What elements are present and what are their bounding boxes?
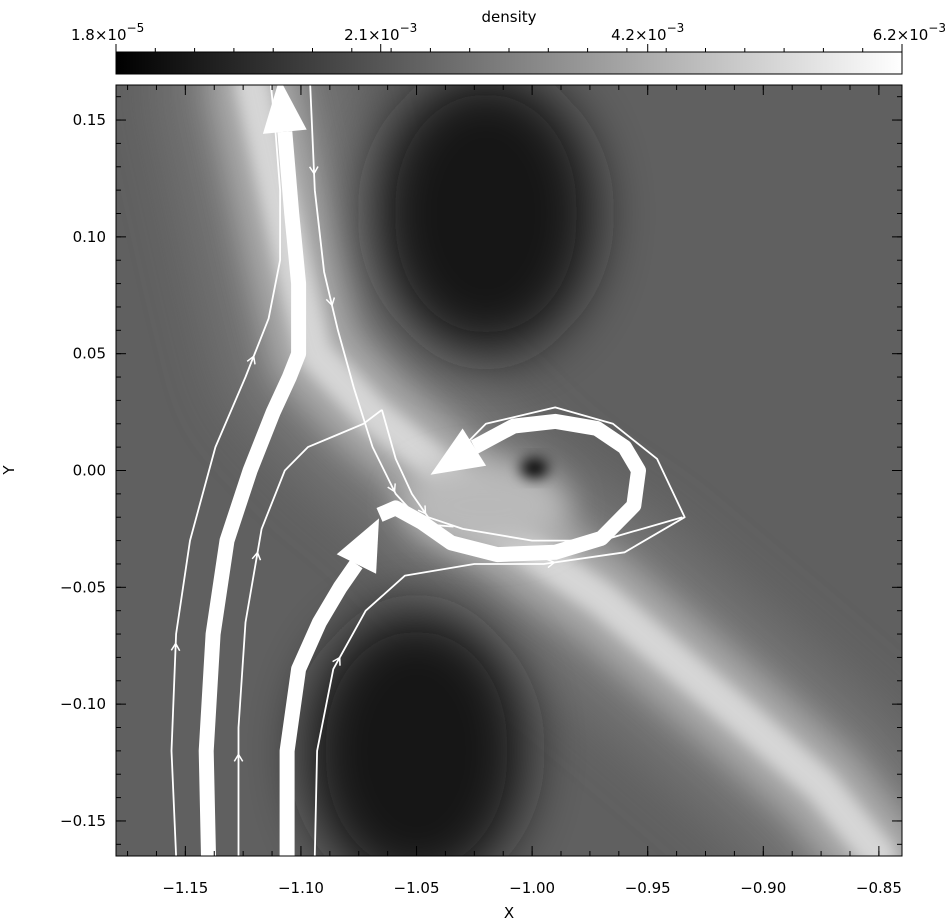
- colorbar: density 1.8×10−5 2.1×10−3 4.2×10−3 6.2×10−3: [71, 8, 946, 75]
- colorbar-tick-label: 4.2×10−3: [611, 21, 684, 44]
- thick-streamline: [279, 518, 379, 856]
- x-tick-label: −0.95: [625, 879, 671, 897]
- x-axis-ticks: −1.15 −1.10 −1.05 −1.00 −0.95 −0.90 −0.85: [127, 85, 902, 897]
- streamline-path: [376, 413, 646, 563]
- thick-streamline: [376, 413, 646, 563]
- streamline-arrow-marker: [251, 551, 262, 561]
- plot-area: −1.15 −1.10 −1.05 −1.00 −0.95 −0.90 −0.85 0.15…: [0, 84, 903, 922]
- density-field: [157, 85, 902, 856]
- y-tick-label: −0.05: [60, 578, 106, 596]
- streamline-path: [198, 131, 307, 856]
- thick-streamline: [198, 85, 307, 856]
- colorbar-gradient-bar: [115, 51, 903, 75]
- colorbar-tick-label: 6.2×10−3: [873, 21, 946, 44]
- density-void: [375, 85, 596, 354]
- y-axis-ticks: 0.15 0.10 0.05 0.00 −0.05 −0.10 −0.15: [60, 96, 902, 845]
- x-tick-label: −1.15: [162, 879, 208, 897]
- thin-streamline: [313, 406, 686, 856]
- colorbar-tick-label: 1.8×10−5: [71, 21, 144, 44]
- streamline-arrowhead: [430, 428, 487, 475]
- streamline-arrowhead: [336, 518, 379, 574]
- density-void: [520, 458, 549, 479]
- streamline-arrow-marker: [546, 558, 556, 569]
- x-tick-label: −1.05: [394, 879, 440, 897]
- thin-streamline: [170, 85, 281, 856]
- streamline-arrow-marker: [233, 752, 244, 762]
- streamline-arrow-marker: [246, 354, 256, 365]
- density-blob: [400, 460, 571, 551]
- streamline-arrowhead: [262, 85, 307, 134]
- density-void: [306, 610, 527, 856]
- streamline-arrow-marker: [308, 166, 319, 176]
- colorbar-title: density: [482, 8, 537, 26]
- streamline-arrow-marker: [325, 297, 336, 307]
- streamline-arrow-marker: [170, 642, 181, 652]
- x-tick-label: −0.85: [856, 879, 902, 897]
- thin-streamline: [233, 409, 383, 856]
- streamline-path: [170, 85, 281, 856]
- x-axis-label: X: [504, 904, 514, 922]
- x-tick-label: −1.10: [278, 879, 324, 897]
- streamline-path: [279, 559, 363, 856]
- streamline-arrow-marker: [387, 483, 396, 493]
- y-tick-label: 0.15: [73, 111, 106, 129]
- x-tick-label: −0.90: [740, 879, 786, 897]
- y-tick-label: 0.10: [73, 228, 106, 246]
- streamlines: [170, 85, 686, 856]
- colorbar-tick-label: 2.1×10−3: [344, 21, 417, 44]
- y-tick-label: 0.00: [73, 462, 106, 480]
- y-axis-label: Y: [0, 465, 18, 476]
- streamline-path: [237, 409, 383, 856]
- streamline-arrow-marker: [332, 656, 341, 666]
- streamline-path: [313, 406, 686, 856]
- x-tick-label: −1.00: [509, 879, 555, 897]
- streamline-arrow-marker: [417, 505, 427, 515]
- y-tick-label: −0.10: [60, 695, 106, 713]
- y-tick-label: −0.15: [60, 812, 106, 830]
- y-tick-label: 0.05: [73, 345, 106, 363]
- colorbar-ticks: 1.8×10−5 2.1×10−3 4.2×10−3 6.2×10−3: [71, 21, 946, 52]
